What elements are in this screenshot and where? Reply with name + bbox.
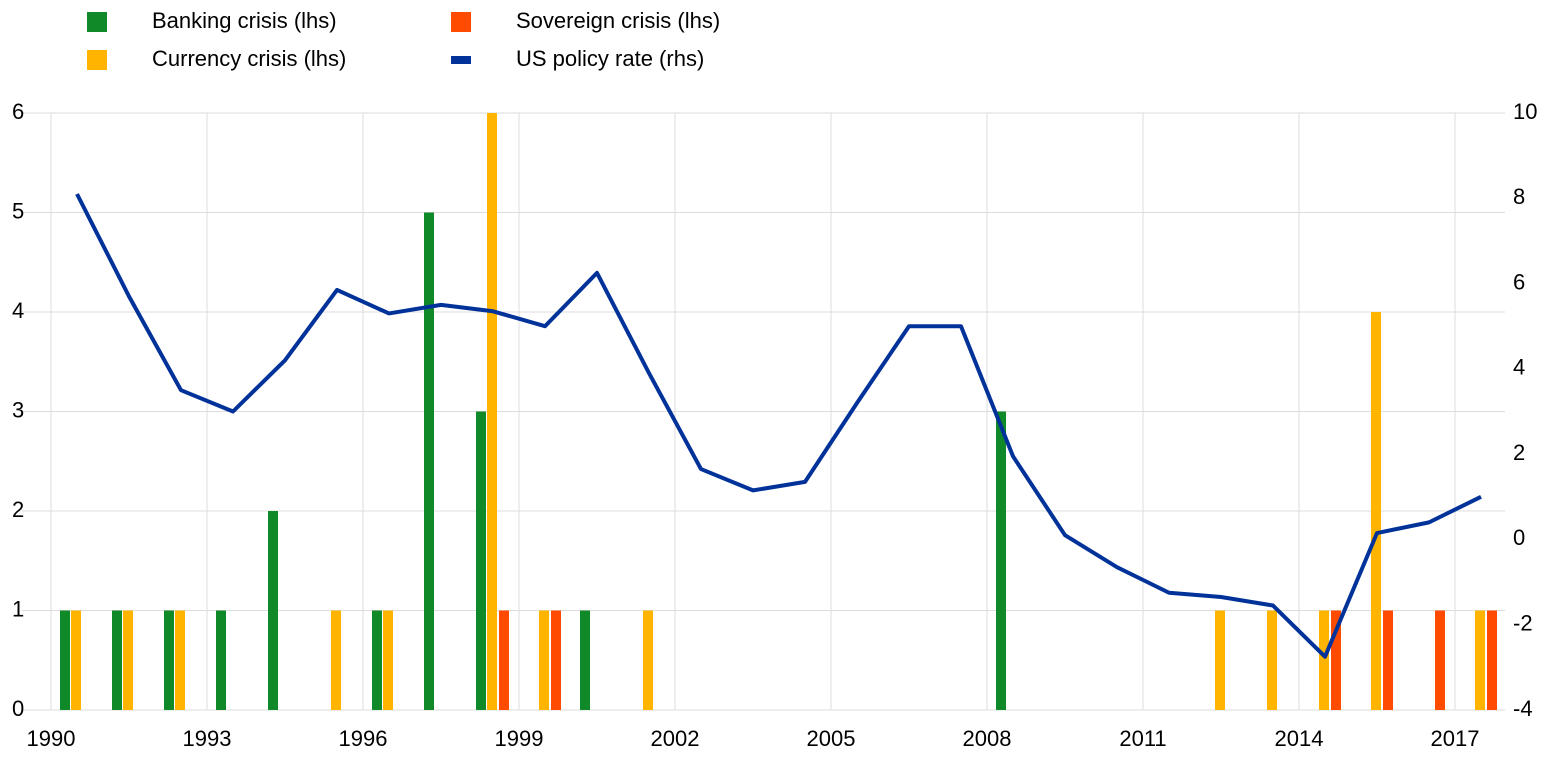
bar bbox=[331, 610, 341, 710]
x-tick-label: 2005 bbox=[807, 726, 856, 751]
x-tick-label: 2011 bbox=[1119, 726, 1166, 751]
legend-swatch bbox=[451, 56, 471, 64]
bar bbox=[580, 610, 590, 710]
bar bbox=[216, 610, 226, 710]
y2-tick-label: -2 bbox=[1513, 611, 1533, 636]
x-tick-label: 2014 bbox=[1275, 726, 1324, 751]
y2-tick-label: 10 bbox=[1513, 99, 1537, 124]
y-tick-label: 5 bbox=[12, 198, 24, 223]
bar bbox=[164, 610, 174, 710]
y-tick-label: 0 bbox=[12, 696, 24, 721]
bar bbox=[1487, 610, 1497, 710]
line bbox=[75, 193, 1482, 659]
bar bbox=[551, 610, 561, 710]
y2-tick-label: 8 bbox=[1513, 184, 1525, 209]
bar bbox=[60, 610, 70, 710]
legend-label: US policy rate (rhs) bbox=[516, 46, 704, 71]
y2-tick-label: -4 bbox=[1513, 696, 1533, 721]
bar bbox=[1319, 610, 1329, 710]
legend-label: Sovereign crisis (lhs) bbox=[516, 8, 720, 33]
bar bbox=[71, 610, 81, 710]
bar bbox=[1435, 610, 1445, 710]
bar bbox=[539, 610, 549, 710]
bar bbox=[643, 610, 653, 710]
bar bbox=[383, 610, 393, 710]
y-tick-label: 1 bbox=[12, 596, 24, 621]
bar bbox=[123, 610, 133, 710]
y-tick-label: 6 bbox=[12, 99, 24, 124]
legend-swatch bbox=[87, 12, 107, 32]
legend-label: Currency crisis (lhs) bbox=[152, 46, 346, 71]
legend-swatch bbox=[451, 12, 471, 32]
bar bbox=[175, 610, 185, 710]
x-tick-label: 1996 bbox=[339, 726, 388, 751]
x-tick-label: 2017 bbox=[1431, 726, 1480, 751]
bar bbox=[1383, 610, 1393, 710]
bar bbox=[1371, 312, 1381, 710]
bar bbox=[1267, 610, 1277, 710]
bar bbox=[487, 113, 497, 710]
y-tick-label: 2 bbox=[12, 497, 24, 522]
bar bbox=[476, 411, 486, 710]
legend-label: Banking crisis (lhs) bbox=[152, 8, 337, 33]
bar bbox=[1331, 610, 1341, 710]
x-tick-label: 1993 bbox=[183, 726, 232, 751]
x-tick-label: 1999 bbox=[495, 726, 544, 751]
legend-swatch bbox=[87, 50, 107, 70]
x-tick-label: 2002 bbox=[651, 726, 700, 751]
bar bbox=[499, 610, 509, 710]
y2-tick-label: 6 bbox=[1513, 269, 1525, 294]
y-tick-label: 4 bbox=[12, 298, 24, 323]
y2-tick-label: 2 bbox=[1513, 440, 1525, 465]
bar bbox=[1475, 610, 1485, 710]
bar bbox=[112, 610, 122, 710]
bar bbox=[424, 212, 434, 710]
x-tick-label: 1990 bbox=[27, 726, 76, 751]
x-tick-label: 2008 bbox=[963, 726, 1012, 751]
y2-tick-label: 0 bbox=[1513, 525, 1525, 550]
bar bbox=[372, 610, 382, 710]
y2-tick-label: 4 bbox=[1513, 355, 1525, 380]
bar bbox=[1215, 610, 1225, 710]
bar bbox=[268, 511, 278, 710]
bar bbox=[996, 411, 1006, 710]
y-tick-label: 3 bbox=[12, 397, 24, 422]
